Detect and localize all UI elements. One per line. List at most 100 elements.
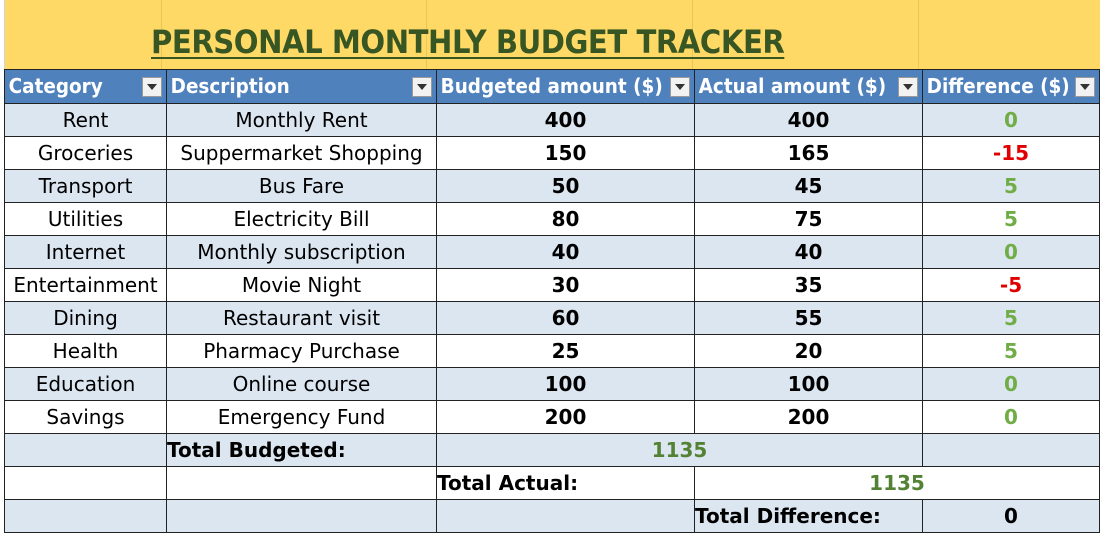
gridline <box>161 0 162 69</box>
total-actual-label[interactable]: Total Actual: <box>436 466 695 500</box>
chevron-down-icon <box>903 84 913 90</box>
cell-description[interactable]: Electricity Bill <box>166 202 437 236</box>
total-actual-row: Total Actual: 1135 <box>4 466 1100 500</box>
cell-actual[interactable]: 75 <box>694 202 923 236</box>
cell-budgeted[interactable]: 50 <box>436 169 695 203</box>
cell-category[interactable]: Internet <box>4 235 167 269</box>
cell-actual[interactable]: 35 <box>694 268 923 302</box>
filter-dropdown-button[interactable] <box>412 77 432 97</box>
cell-budgeted[interactable]: 30 <box>436 268 695 302</box>
cell-category[interactable]: Savings <box>4 400 167 434</box>
gridline <box>426 0 427 69</box>
cell-category[interactable]: Education <box>4 367 167 401</box>
column-header-difference[interactable]: Difference ($) <box>922 69 1100 104</box>
cell-difference[interactable]: 0 <box>922 235 1100 269</box>
cell-actual[interactable]: 200 <box>694 400 923 434</box>
empty-cell[interactable] <box>166 466 437 500</box>
cell-category[interactable]: Transport <box>4 169 167 203</box>
table-row: Savings Emergency Fund 200 200 0 <box>4 400 1100 434</box>
budget-table: Category Description Budgeted amount ($) <box>4 69 1100 533</box>
cell-category[interactable]: Health <box>4 334 167 368</box>
cell-description[interactable]: Suppermarket Shopping <box>166 136 437 170</box>
chevron-down-icon <box>147 84 157 90</box>
cell-difference[interactable]: 5 <box>922 169 1100 203</box>
cell-category[interactable]: Dining <box>4 301 167 335</box>
empty-cell[interactable] <box>922 433 1100 467</box>
cell-difference[interactable]: 0 <box>922 367 1100 401</box>
table-row: Dining Restaurant visit 60 55 5 <box>4 301 1100 335</box>
cell-category[interactable]: Groceries <box>4 136 167 170</box>
table-row: Internet Monthly subscription 40 40 0 <box>4 235 1100 269</box>
cell-actual[interactable]: 55 <box>694 301 923 335</box>
column-header-budgeted[interactable]: Budgeted amount ($) <box>436 69 695 104</box>
header-row: Category Description Budgeted amount ($) <box>4 69 1100 104</box>
total-budgeted-value[interactable]: 1135 <box>436 433 923 467</box>
total-difference-label[interactable]: Total Difference: <box>694 499 923 533</box>
cell-actual[interactable]: 20 <box>694 334 923 368</box>
cell-actual[interactable]: 100 <box>694 367 923 401</box>
table-row: Transport Bus Fare 50 45 5 <box>4 169 1100 203</box>
cell-budgeted[interactable]: 80 <box>436 202 695 236</box>
cell-difference[interactable]: 5 <box>922 301 1100 335</box>
column-header-description[interactable]: Description <box>166 69 437 104</box>
cell-description[interactable]: Emergency Fund <box>166 400 437 434</box>
table-row: Entertainment Movie Night 30 35 -5 <box>4 268 1100 302</box>
filter-dropdown-button[interactable] <box>1075 77 1095 97</box>
cell-difference[interactable]: 0 <box>922 400 1100 434</box>
column-header-label: Budgeted amount ($) <box>440 74 663 98</box>
cell-actual[interactable]: 400 <box>694 103 923 137</box>
cell-category[interactable]: Rent <box>4 103 167 137</box>
empty-cell[interactable] <box>4 499 167 533</box>
cell-budgeted[interactable]: 100 <box>436 367 695 401</box>
cell-description[interactable]: Movie Night <box>166 268 437 302</box>
filter-dropdown-button[interactable] <box>898 77 918 97</box>
cell-description[interactable]: Monthly Rent <box>166 103 437 137</box>
cell-description[interactable]: Online course <box>166 367 437 401</box>
gridline <box>918 0 919 69</box>
cell-difference[interactable]: -5 <box>922 268 1100 302</box>
cell-description[interactable]: Bus Fare <box>166 169 437 203</box>
total-difference-row: Total Difference: 0 <box>4 499 1100 533</box>
cell-category[interactable]: Entertainment <box>4 268 167 302</box>
cell-difference[interactable]: 5 <box>922 202 1100 236</box>
cell-budgeted[interactable]: 40 <box>436 235 695 269</box>
empty-cell[interactable] <box>436 499 695 533</box>
empty-cell[interactable] <box>4 433 167 467</box>
total-budgeted-row: Total Budgeted: 1135 <box>4 433 1100 467</box>
filter-dropdown-button[interactable] <box>670 77 690 97</box>
filter-dropdown-button[interactable] <box>142 77 162 97</box>
cell-actual[interactable]: 40 <box>694 235 923 269</box>
cell-budgeted[interactable]: 25 <box>436 334 695 368</box>
cell-description[interactable]: Pharmacy Purchase <box>166 334 437 368</box>
cell-description[interactable]: Restaurant visit <box>166 301 437 335</box>
cell-budgeted[interactable]: 400 <box>436 103 695 137</box>
cell-category[interactable]: Utilities <box>4 202 167 236</box>
table-row: Rent Monthly Rent 400 400 0 <box>4 103 1100 137</box>
cell-actual[interactable]: 45 <box>694 169 923 203</box>
total-budgeted-label[interactable]: Total Budgeted: <box>166 433 437 467</box>
table-row: Utilities Electricity Bill 80 75 5 <box>4 202 1100 236</box>
column-header-label: Description <box>170 74 290 98</box>
empty-cell[interactable] <box>4 466 167 500</box>
column-header-category[interactable]: Category <box>4 69 167 104</box>
cell-budgeted[interactable]: 200 <box>436 400 695 434</box>
cell-actual[interactable]: 165 <box>694 136 923 170</box>
cell-difference[interactable]: 0 <box>922 103 1100 137</box>
gridline <box>692 0 693 69</box>
table-row: Health Pharmacy Purchase 25 20 5 <box>4 334 1100 368</box>
chevron-down-icon <box>1080 84 1090 90</box>
total-actual-value[interactable]: 1135 <box>694 466 1100 500</box>
cell-description[interactable]: Monthly subscription <box>166 235 437 269</box>
empty-cell[interactable] <box>166 499 437 533</box>
table-row: Education Online course 100 100 0 <box>4 367 1100 401</box>
chevron-down-icon <box>675 84 685 90</box>
cell-budgeted[interactable]: 60 <box>436 301 695 335</box>
column-header-actual[interactable]: Actual amount ($) <box>694 69 923 104</box>
cell-difference[interactable]: 5 <box>922 334 1100 368</box>
cell-difference[interactable]: -15 <box>922 136 1100 170</box>
cell-budgeted[interactable]: 150 <box>436 136 695 170</box>
total-difference-value[interactable]: 0 <box>922 499 1100 533</box>
page-title[interactable]: PERSONAL MONTHLY BUDGET TRACKER <box>151 23 785 61</box>
column-header-label: Actual amount ($) <box>698 74 887 98</box>
